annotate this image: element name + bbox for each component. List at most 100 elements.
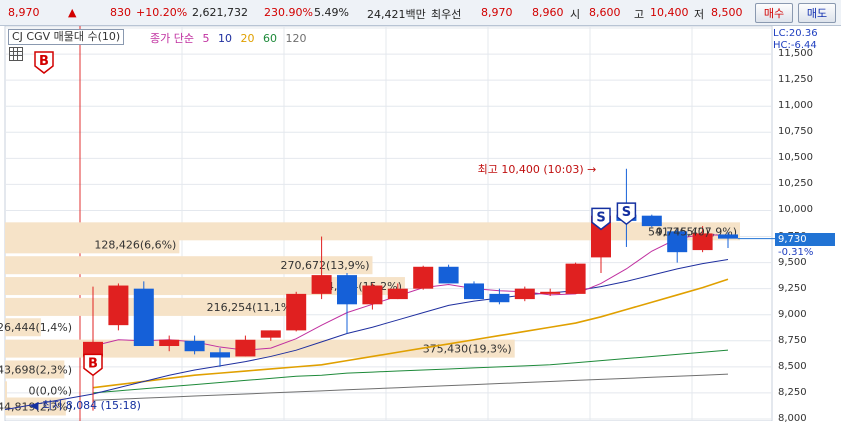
- lc-value: LC:20.36: [773, 28, 818, 39]
- low-annotation: ◀ 최저 8,084 (15:18): [30, 399, 141, 412]
- volume-profile-label: 43,698(2,3%): [0, 363, 72, 376]
- open-label: 시: [570, 8, 581, 21]
- y-tick-label: 11,500: [778, 48, 813, 60]
- best-quote-label: 최우선: [431, 8, 462, 21]
- candle-body: [718, 234, 738, 239]
- candle-body: [514, 288, 535, 300]
- grid-table-icon[interactable]: [9, 47, 23, 61]
- volume-ratio: 230.90%: [264, 6, 313, 19]
- y-tick-label: 9,250: [778, 282, 807, 294]
- turnover-rate: 5.49%: [314, 6, 349, 19]
- chart-title[interactable]: CJ CGV 매물대 수(10): [8, 29, 125, 45]
- y-tick-label: 8,250: [778, 386, 807, 398]
- current-price-tag: 9,730: [775, 233, 835, 246]
- candle-body: [108, 285, 129, 326]
- signal-marker-letter: B: [88, 356, 98, 371]
- signal-marker-shape: [616, 202, 637, 226]
- volume-profile-bar: [5, 256, 373, 275]
- high-annotation: 최고 10,400 (10:03) →: [478, 163, 597, 176]
- volume-profile-bar: [5, 235, 180, 254]
- ma20-line: [92, 278, 729, 389]
- candle-body: [413, 266, 434, 289]
- signal-marker-shape: [591, 207, 611, 231]
- candle-body: [362, 285, 383, 305]
- candle-body: [667, 231, 688, 253]
- candle-body: [692, 233, 713, 251]
- candle-body: [337, 275, 357, 305]
- signal-marker-shape: [34, 51, 54, 74]
- volume-profile-label: 270,672(13,9%): [280, 259, 369, 272]
- price-change: 830: [110, 6, 131, 19]
- buy-button[interactable]: 매수: [755, 3, 793, 23]
- candle-body: [464, 283, 484, 300]
- buy-signal-marker: B: [34, 51, 54, 74]
- ma-legend-120[interactable]: 120: [285, 32, 307, 45]
- y-tick-label: 10,000: [778, 204, 813, 216]
- ma10-lead-line: [4, 393, 94, 411]
- candle-body: [540, 291, 561, 294]
- candle-body: [210, 352, 230, 358]
- signal-marker-letter: B: [39, 54, 49, 69]
- candle-body: [489, 293, 510, 303]
- volume: 2,621,732: [192, 6, 248, 19]
- y-tick-label: 8,000: [778, 413, 807, 424]
- y-tick-label: 8,500: [778, 360, 807, 372]
- y-tick-label: 10,250: [778, 178, 813, 190]
- candle-body: [641, 215, 662, 227]
- bid-price: 8,960: [532, 6, 564, 19]
- sell-signal-marker: S: [616, 202, 637, 226]
- y-tick-label: 11,250: [778, 74, 813, 86]
- low-price: 8,500: [711, 6, 743, 19]
- up-arrow-icon: ▲: [68, 6, 77, 19]
- low-label: 저: [694, 8, 705, 21]
- buy-signal-marker: B: [83, 353, 103, 377]
- volume-profile-label: 44,819(2,3%): [0, 400, 72, 413]
- quote-toolbar: 8,970 ▲ 830 +10.20% 2,621,732 230.90% 5.…: [0, 0, 841, 26]
- sell-button[interactable]: 매도: [798, 3, 836, 23]
- ma-legend-60[interactable]: 60: [262, 32, 277, 45]
- y-tick-label: 8,750: [778, 334, 807, 346]
- ma-legend-label: 종가 단순: [150, 32, 194, 45]
- candle-body: [565, 263, 586, 294]
- chart-area[interactable]: 541,365(27,9%) 128,426(6,6%) 270,672(13,9%…: [0, 26, 841, 424]
- ask-price: 8,970: [481, 6, 513, 19]
- open-price: 8,600: [589, 6, 621, 19]
- current-price: 8,970: [8, 6, 40, 19]
- ma-legend-20[interactable]: 20: [240, 32, 255, 45]
- candle-body: [387, 288, 408, 300]
- price-change-pct: +10.20%: [136, 6, 188, 19]
- volume-profile-label: 26,444(1,4%): [0, 321, 72, 334]
- volume-profile-bar: [5, 318, 41, 337]
- candlestick-chart[interactable]: 541,365(27,9%)128,426(6,6%)270,672(13,9%…: [0, 26, 841, 421]
- current-pct-tag: -0.31%: [778, 247, 814, 258]
- ma-legend-5[interactable]: 5: [202, 32, 210, 45]
- volume-profile-bar: [5, 360, 65, 379]
- volume-profile-label: 0(0,0%): [28, 384, 72, 397]
- ma10-line: [92, 258, 729, 395]
- candle-body: [260, 330, 281, 338]
- ma-legend-10[interactable]: 10: [217, 32, 232, 45]
- candle-body: [83, 341, 103, 357]
- candle-body: [286, 293, 307, 331]
- volume-profile-label: 216,254(11,1%): [207, 301, 296, 314]
- partial-profile-label: 9,745,40): [656, 225, 709, 238]
- trade-value: 24,421백만: [367, 8, 426, 21]
- candle-body: [184, 340, 205, 352]
- volume-profile-bar: [5, 277, 405, 296]
- signal-marker-letter: S: [596, 210, 605, 225]
- candle-body: [438, 266, 459, 284]
- volume-profile-bar: [5, 222, 740, 241]
- signal-marker-letter: S: [622, 205, 631, 220]
- high-label: 고: [634, 8, 645, 21]
- hc-value: HC:-6.44: [773, 40, 817, 51]
- y-tick-label: 10,750: [778, 126, 813, 138]
- ma-legend[interactable]: 종가 단순 5 10 20 60 120: [150, 30, 311, 46]
- high-price: 10,400: [650, 6, 689, 19]
- y-tick-label: 10,500: [778, 152, 813, 164]
- volume-profile-bar: [5, 381, 7, 400]
- y-tick-label: 11,000: [778, 100, 813, 112]
- volume-profile-label: 375,430(19,3%): [423, 343, 512, 356]
- sell-signal-marker: S: [591, 207, 611, 231]
- y-tick-label: 9,500: [778, 256, 807, 268]
- ma60-line: [92, 349, 729, 394]
